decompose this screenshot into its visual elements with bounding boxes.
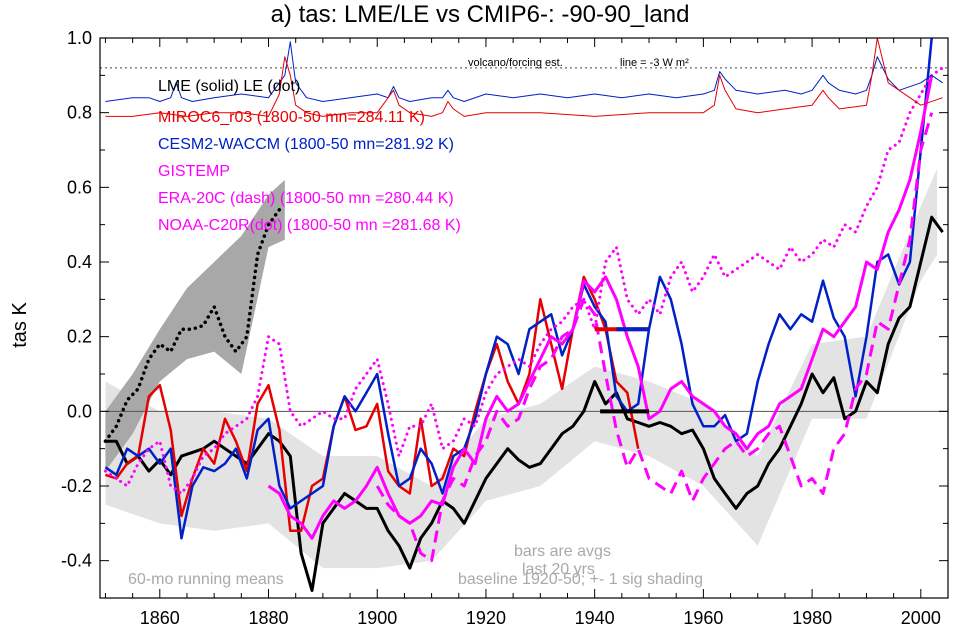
y-tick-label: 1.0 — [67, 28, 92, 48]
bars-note-line1: bars are avgs — [514, 543, 611, 560]
shading-band-0 — [105, 179, 285, 472]
x-tick-label: 1980 — [792, 608, 832, 628]
series-line-5 — [375, 112, 934, 563]
chart-title: a) tas: LME/LE vs CMIP6-: -90-90_land — [271, 1, 690, 28]
y-tick-label: -0.2 — [61, 476, 92, 496]
y-axis: -0.4 -0.2 0.0 0.2 0.4 0.6 0.8 1.0 — [61, 28, 948, 599]
legend-entry-miroc6: MIROC6_r03 (1800-50 mn=284.11 K) — [158, 109, 425, 126]
legend-entry-noaa: NOAA-C20R(dot) (1800-50 mn =281.68 K) — [158, 217, 461, 234]
x-axis: 1860 1880 1900 1920 1940 1960 1980 2000 — [104, 38, 941, 628]
x-tick-label: 2000 — [901, 608, 941, 628]
y-axis-label: tas K — [9, 302, 31, 348]
series-line-7 — [105, 41, 943, 102]
y-tick-label: 0.6 — [67, 177, 92, 197]
x-tick-label: 1860 — [140, 608, 180, 628]
y-tick-label: -0.4 — [61, 551, 92, 571]
plot-frame — [99, 37, 949, 599]
volcano-note: volcano/forcing est. — [468, 57, 563, 69]
shading-band-1 — [105, 168, 938, 569]
series-line-1 — [103, 207, 287, 443]
x-tick-label: 1900 — [357, 608, 397, 628]
legend-entry-gistemp: GISTEMP — [158, 163, 230, 180]
x-tick-label: 1940 — [575, 608, 615, 628]
y-tick-label: 0.2 — [67, 327, 92, 347]
y-tick-label: 0.8 — [67, 103, 92, 123]
y-tick-label: 0.4 — [67, 252, 92, 272]
series-lines — [103, 38, 945, 592]
x-tick-label: 1960 — [683, 608, 723, 628]
bars-note-line2: last 20 yrs — [522, 561, 595, 578]
avg-bars — [594, 327, 650, 414]
series-line-0 — [105, 215, 944, 592]
x-tick-label: 1920 — [466, 608, 506, 628]
running-means-note: 60-mo running means — [128, 571, 284, 588]
legend-entry-era20c: ERA-20C (dash) (1800-50 mn =280.44 K) — [158, 190, 454, 207]
x-tick-label: 1880 — [248, 608, 288, 628]
legend: LME (solid) LE (dot) MIROC6_r03 (1800-50… — [158, 78, 461, 234]
baseline-note: baseline 1920-50; +- 1 sig shading — [458, 571, 703, 588]
series-line-4 — [267, 75, 934, 540]
series-line-3 — [104, 38, 933, 540]
shading-bands — [105, 168, 938, 569]
y-tick-label: 0.0 — [67, 401, 92, 421]
volcano-line-label: line = -3 W m² — [620, 57, 689, 69]
legend-entry-cesm2: CESM2-WACCM (1800-50 mn=281.92 K) — [158, 136, 454, 153]
series-line-8 — [105, 38, 943, 117]
series-line-6 — [103, 66, 945, 495]
legend-entry-lme: LME (solid) LE (dot) — [158, 78, 300, 95]
